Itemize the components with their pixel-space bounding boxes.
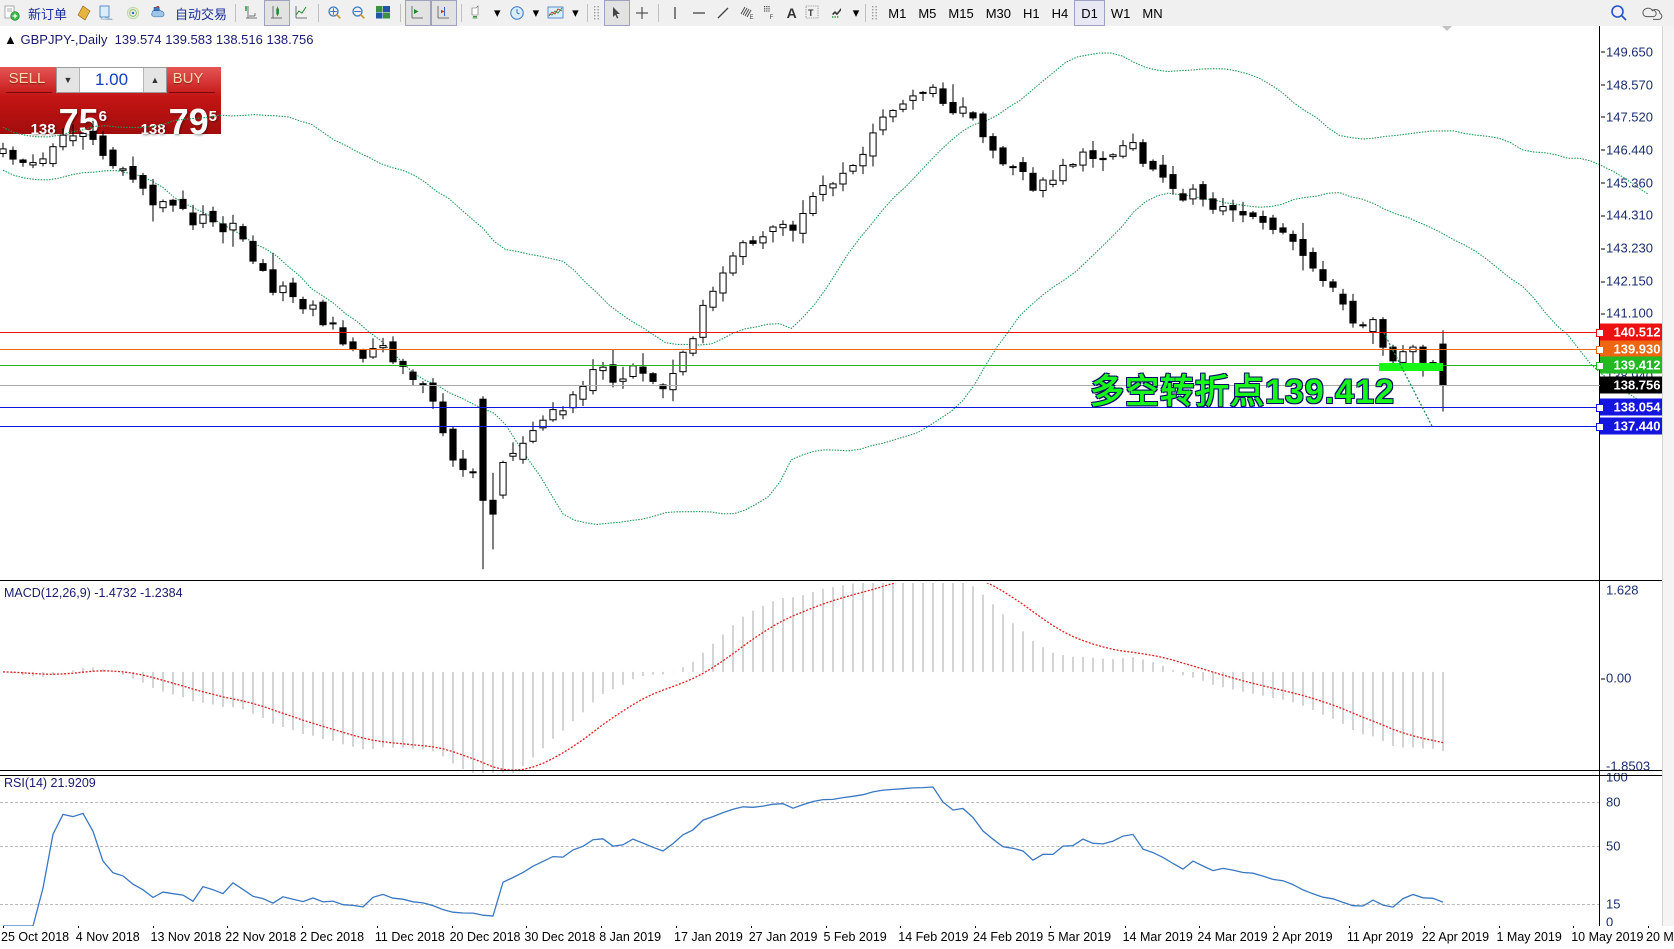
- svg-text:F: F: [769, 15, 773, 21]
- svg-text:T: T: [808, 8, 814, 18]
- svg-text:E: E: [749, 15, 753, 21]
